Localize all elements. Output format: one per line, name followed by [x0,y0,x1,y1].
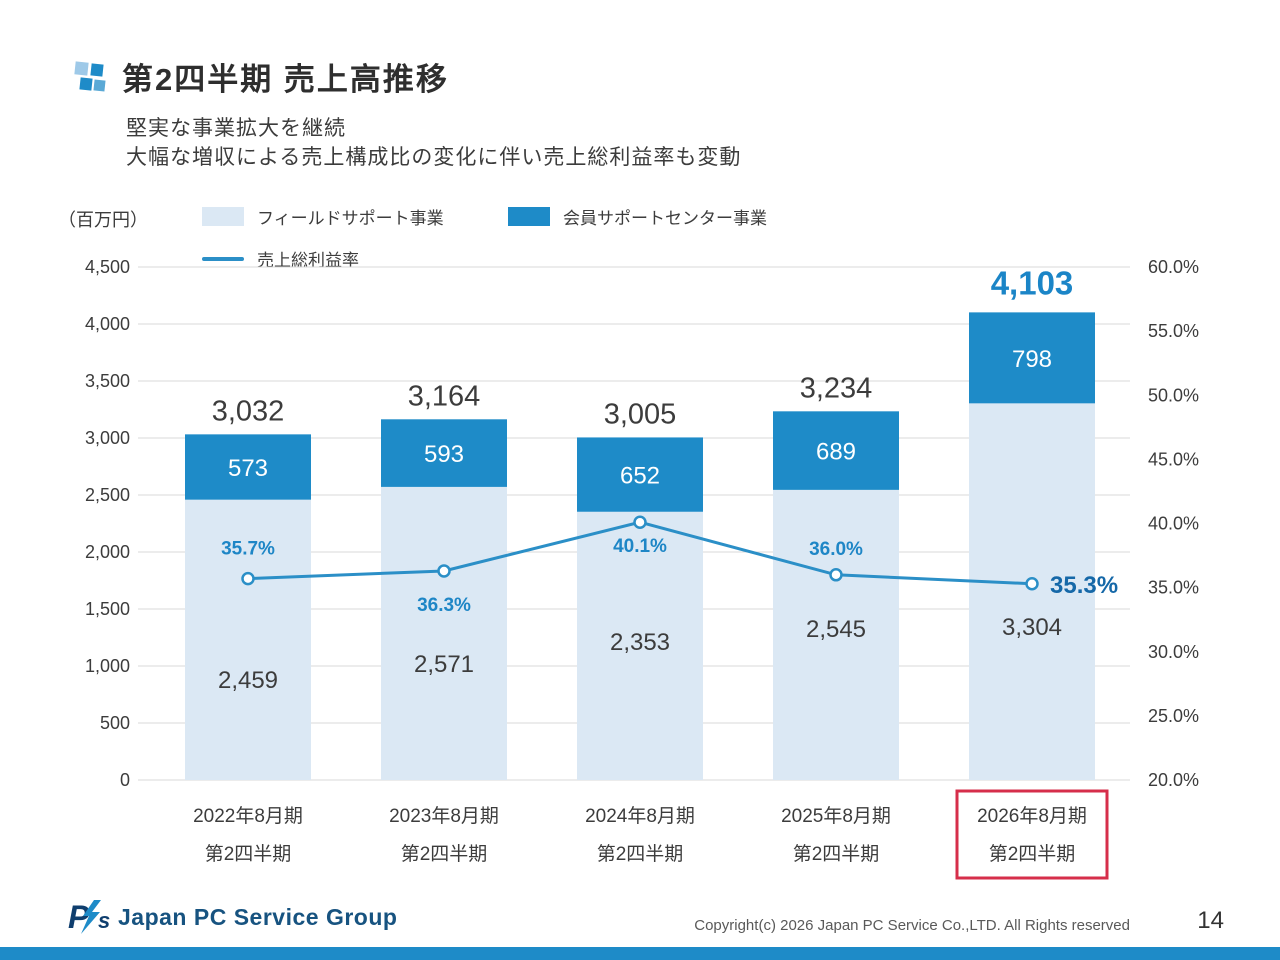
right-axis-tick: 35.0% [1148,578,1199,598]
company-logo-mark: P s [68,899,110,935]
bar-member-support [185,434,311,500]
legend-item-field-support: フィールドサポート事業 [202,204,444,229]
legend-label-field-support: フィールドサポート事業 [257,209,444,228]
left-axis-tick: 4,500 [85,257,130,277]
legend-swatch-member-support [508,207,550,226]
left-axis-tick: 500 [100,713,130,733]
right-axis-tick: 60.0% [1148,257,1199,277]
right-axis-tick: 40.0% [1148,514,1199,534]
bar-field-support [969,403,1095,780]
bar-member-support [577,437,703,512]
left-axis-tick: 2,000 [85,542,130,562]
page-title: 第2四半期 売上高推移 [122,62,449,97]
member-support-value: 573 [228,455,268,482]
left-axis-tick: 3,500 [85,371,130,391]
category-label-bottom: 第2四半期 [205,843,292,865]
category-label-top: 2023年8月期 [389,805,499,827]
category-label-top: 2024年8月期 [585,805,695,827]
right-axis-tick: 25.0% [1148,706,1199,726]
category-label-bottom: 第2四半期 [793,843,880,865]
member-support-value: 689 [816,439,856,466]
highlight-box-current-period [955,789,1109,880]
right-axis-tick: 45.0% [1148,449,1199,469]
left-axis-tick: 1,500 [85,599,130,619]
member-support-value: 798 [1012,346,1052,373]
total-value: 4,103 [991,264,1074,301]
left-axis-tick: 0 [120,770,130,790]
gross-margin-marker [829,568,843,582]
total-value: 3,005 [604,398,677,430]
bar-field-support [773,489,899,780]
bar-member-support [773,411,899,490]
company-logo-text: Japan PC Service Group [118,903,398,930]
member-support-value: 593 [424,441,464,468]
category-label-bottom: 第2四半期 [597,843,684,865]
svg-text:P: P [68,899,90,935]
svg-text:s: s [98,908,110,933]
total-value: 3,032 [212,395,285,427]
left-axis-tick: 3,000 [85,428,130,448]
member-support-value: 652 [620,463,660,490]
gross-margin-marker [241,571,255,586]
gross-margin-marker [633,515,647,529]
category-label-bottom: 第2四半期 [989,843,1076,865]
gross-margin-value: 40.1% [613,536,667,557]
right-axis-tick: 55.0% [1148,321,1199,341]
right-axis-tick: 30.0% [1148,642,1199,662]
right-axis-tick: 50.0% [1148,385,1199,405]
legend-swatch-field-support [202,207,244,226]
page-header: 第2四半期 売上高推移 [72,54,449,99]
footer-accent-bar [0,947,1280,960]
legend-item-member-support: 会員サポートセンター事業 [508,204,767,229]
company-logo: P s Japan PC Service Group [68,899,397,935]
legend-swatch-gross-margin-line [202,256,244,261]
category-label-top: 2025年8月期 [781,805,891,827]
bar-field-support [577,511,703,780]
bar-member-support [381,419,507,487]
bar-field-support [185,499,311,780]
left-axis-tick: 4,000 [85,314,130,334]
legend-label-member-support: 会員サポートセンター事業 [563,209,767,228]
category-label-top: 2026年8月期 [977,805,1087,827]
page-number: 14 [1197,907,1224,934]
field-support-value: 2,353 [610,629,670,656]
field-support-value: 2,545 [806,616,866,643]
legend-label-gross-margin: 売上総利益率 [257,251,359,270]
right-axis-tick: 20.0% [1148,770,1199,790]
gross-margin-value: 36.0% [809,539,863,560]
category-label-top: 2022年8月期 [193,805,303,827]
bar-member-support [969,312,1095,404]
category-label-bottom: 第2四半期 [401,843,488,865]
total-value: 3,164 [408,380,481,412]
gross-margin-value: 35.3% [1050,572,1118,599]
left-axis-unit-label: （百万円） [58,210,148,230]
left-axis-tick: 1,000 [85,656,130,676]
field-support-value: 2,459 [218,667,278,694]
field-support-value: 2,571 [414,651,474,678]
title-decoration-icon [74,60,106,92]
field-support-value: 3,304 [1002,614,1062,641]
gross-margin-marker [437,564,451,578]
total-value: 3,234 [800,372,873,404]
left-axis-tick: 2,500 [85,485,130,505]
gross-margin-value: 36.3% [417,595,471,616]
copyright-text: Copyright(c) 2026 Japan PC Service Co.,L… [694,917,1130,934]
legend-item-gross-margin: 売上総利益率 [202,246,359,271]
gross-margin-marker [1025,577,1039,591]
subtitle-line-2: 大幅な増収による売上構成比の変化に伴い売上総利益率も変動 [126,146,742,169]
subtitle-line-1: 堅実な事業拡大を継続 [126,117,346,140]
gross-margin-value: 35.7% [221,539,275,560]
bar-field-support [381,486,507,780]
